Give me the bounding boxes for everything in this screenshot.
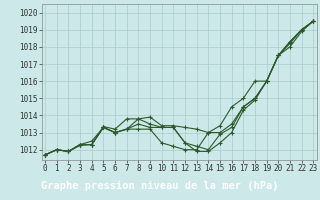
Text: Graphe pression niveau de la mer (hPa): Graphe pression niveau de la mer (hPa) — [41, 181, 279, 191]
